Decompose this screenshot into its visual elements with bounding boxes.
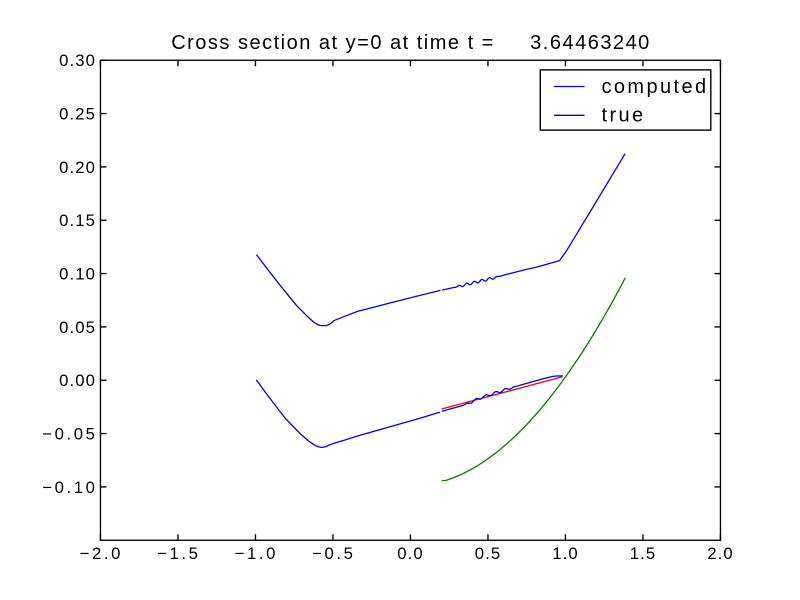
svg-text:1.0: 1.0 — [552, 544, 579, 563]
svg-text:0.5: 0.5 — [475, 544, 502, 563]
svg-text:0.25: 0.25 — [59, 104, 96, 123]
svg-text:true: true — [602, 105, 646, 127]
svg-text:0.05: 0.05 — [59, 318, 96, 337]
svg-text:computed: computed — [602, 76, 709, 98]
svg-text:−0.05: −0.05 — [42, 424, 97, 443]
svg-text:−1.0: −1.0 — [235, 544, 278, 563]
svg-text:0.20: 0.20 — [59, 158, 96, 177]
svg-text:−1.5: −1.5 — [157, 544, 200, 563]
svg-text:0.30: 0.30 — [59, 51, 96, 70]
svg-text:1.5: 1.5 — [630, 544, 657, 563]
svg-text:−0.5: −0.5 — [312, 544, 355, 563]
svg-text:0.10: 0.10 — [59, 264, 96, 283]
svg-text:−2.0: −2.0 — [80, 544, 123, 563]
svg-text:0.15: 0.15 — [59, 211, 96, 230]
svg-text:−0.10: −0.10 — [42, 478, 97, 497]
svg-text:0.00: 0.00 — [59, 371, 96, 390]
svg-text:Cross section at y=0 at time t: Cross section at y=0 at time t = 3.64463… — [171, 32, 651, 54]
svg-text:2.0: 2.0 — [707, 544, 734, 563]
svg-text:0.0: 0.0 — [397, 544, 424, 563]
